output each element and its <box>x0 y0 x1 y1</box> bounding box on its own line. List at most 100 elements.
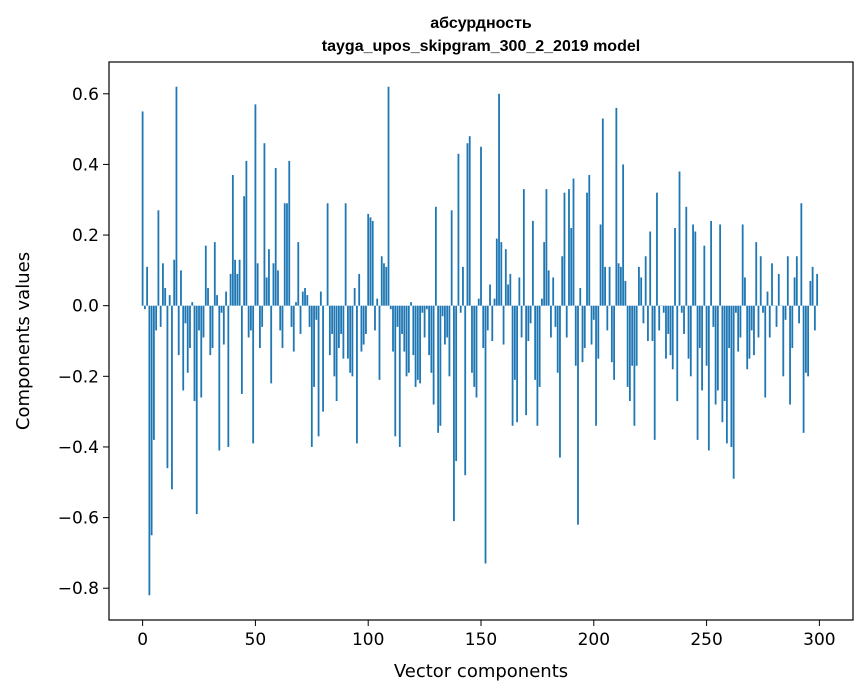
bar-246 <box>696 305 699 440</box>
bar-168 <box>520 305 523 338</box>
bar-47 <box>247 305 250 338</box>
bar-85 <box>333 305 336 377</box>
bar-296 <box>809 280 812 306</box>
bar-271 <box>753 305 755 356</box>
bar-202 <box>597 305 600 359</box>
bar-189 <box>568 189 570 306</box>
bar-248 <box>701 305 703 391</box>
bar-191 <box>572 178 575 306</box>
bar-84 <box>331 305 334 334</box>
bar-212 <box>619 266 622 306</box>
bar-238 <box>678 171 681 306</box>
bar-103 <box>374 305 376 331</box>
bar-141 <box>459 305 462 313</box>
bar-268 <box>746 305 749 370</box>
bar-208 <box>610 305 613 363</box>
bar-40 <box>231 175 234 306</box>
bar-99 <box>365 305 367 334</box>
bar-104 <box>376 298 379 306</box>
bar-299 <box>816 273 819 306</box>
x-tick-label: 100 <box>352 630 384 650</box>
bar-281 <box>775 305 778 327</box>
plot-frame <box>108 61 854 621</box>
bar-127 <box>428 305 431 356</box>
bar-215 <box>626 305 629 387</box>
bar-8 <box>159 305 162 327</box>
bar-204 <box>601 118 604 306</box>
bar-12 <box>168 295 171 306</box>
bar-133 <box>441 305 444 317</box>
bar-74 <box>308 305 311 327</box>
bar-227 <box>653 305 656 440</box>
bar-175 <box>536 305 539 426</box>
bar-293 <box>802 305 805 433</box>
bar-93 <box>351 305 354 377</box>
bar-58 <box>272 263 275 306</box>
bar-289 <box>793 277 796 306</box>
bar-3 <box>148 305 151 596</box>
bar-172 <box>529 305 532 324</box>
bar-244 <box>692 224 694 306</box>
bar-145 <box>468 136 471 306</box>
bar-72 <box>304 288 306 306</box>
bar-125 <box>423 305 426 338</box>
bar-46 <box>245 160 248 306</box>
x-tick-label: 250 <box>690 630 722 650</box>
bar-174 <box>534 305 537 380</box>
bar-250 <box>705 305 708 366</box>
bar-186 <box>561 256 564 306</box>
bar-183 <box>554 305 557 327</box>
bar-44 <box>240 305 243 394</box>
bar-187 <box>563 192 566 306</box>
bar-182 <box>552 277 555 306</box>
bar-197 <box>586 192 588 306</box>
bar-105 <box>378 305 381 380</box>
x-tick-label: 0 <box>137 630 148 650</box>
bar-31 <box>211 305 214 349</box>
bar-0 <box>141 111 144 306</box>
bar-53 <box>261 305 264 327</box>
bar-88 <box>340 305 343 334</box>
bar-128 <box>430 305 433 373</box>
bar-180 <box>547 270 550 306</box>
bar-297 <box>811 266 814 306</box>
y-tick-label: 0.0 <box>72 297 99 317</box>
bar-39 <box>229 273 232 306</box>
bar-156 <box>493 298 496 306</box>
bar-292 <box>800 203 803 306</box>
bar-76 <box>313 305 315 387</box>
bar-113 <box>396 305 399 327</box>
bar-166 <box>516 305 518 423</box>
bar-221 <box>640 277 643 306</box>
bar-259 <box>725 305 728 444</box>
bar-132 <box>439 305 442 426</box>
bar-49 <box>252 305 255 444</box>
bar-91 <box>347 305 349 359</box>
bar-287 <box>789 305 791 405</box>
bar-195 <box>581 305 584 363</box>
bar-155 <box>491 305 494 341</box>
bar-20 <box>186 305 189 373</box>
bar-90 <box>344 203 347 306</box>
bar-108 <box>385 266 388 306</box>
bar-253 <box>712 305 715 327</box>
bar-269 <box>748 305 751 359</box>
bar-29 <box>207 288 209 306</box>
bar-13 <box>171 305 173 490</box>
bar-79 <box>319 291 322 306</box>
bar-270 <box>750 305 753 331</box>
bar-142 <box>462 266 464 306</box>
bar-207 <box>608 266 611 306</box>
bar-109 <box>387 86 390 306</box>
bar-30 <box>209 305 212 356</box>
bar-55 <box>265 277 268 306</box>
bar-188 <box>565 305 568 338</box>
bar-69 <box>297 242 300 306</box>
bar-266 <box>741 224 744 306</box>
bar-102 <box>371 220 374 306</box>
bar-272 <box>755 242 758 306</box>
bar-67 <box>292 305 295 352</box>
bar-150 <box>480 146 482 306</box>
bar-22 <box>191 302 194 306</box>
bar-176 <box>538 305 541 387</box>
